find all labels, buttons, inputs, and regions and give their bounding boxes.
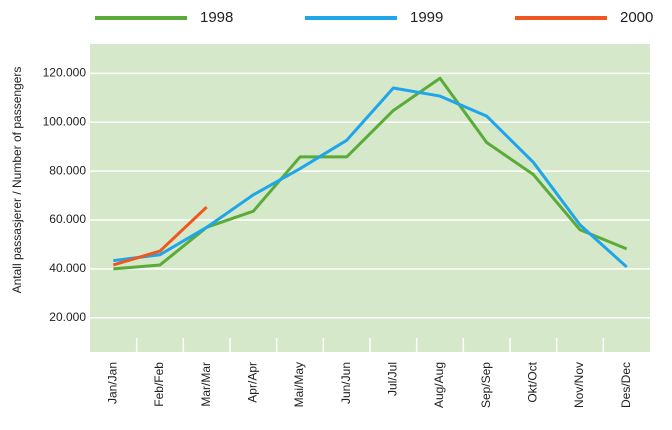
x-tick-label: Apr/Apr <box>246 362 260 403</box>
x-tick-label: Mai/May <box>292 362 306 407</box>
x-tick-label: Okt/Oct <box>526 361 540 402</box>
x-tick-label: Jun/Jun <box>339 362 353 404</box>
legend-label: 1998 <box>200 9 233 26</box>
x-tick-label: Jul/Jul <box>386 362 400 396</box>
y-tick-label: 20.000 <box>49 310 86 324</box>
x-tick-label: Des/Dec <box>619 362 633 408</box>
x-tick-label: Mar/Mar <box>199 362 213 407</box>
y-tick-label: 100.000 <box>43 114 87 128</box>
y-tick-label: 80.000 <box>49 163 86 177</box>
legend-label: 1999 <box>410 9 443 26</box>
y-tick-label: 60.000 <box>49 212 86 226</box>
plot-area <box>90 44 650 352</box>
x-tick-label: Sep/Sep <box>479 362 493 408</box>
y-tick-label: 120.000 <box>43 66 87 80</box>
y-tick-label: 40.000 <box>49 261 86 275</box>
series-line <box>113 86 628 269</box>
x-tick-label: Nov/Nov <box>572 362 586 408</box>
y-axis-label: Antall passasjerer / Number of passenger… <box>10 67 24 294</box>
legend-label: 2000 <box>620 9 653 26</box>
series-line <box>112 205 208 267</box>
x-tick-label: Feb/Feb <box>152 362 166 407</box>
x-tick-label: Jan/Jan <box>106 362 120 404</box>
x-tick-label: Aug/Aug <box>432 362 446 408</box>
